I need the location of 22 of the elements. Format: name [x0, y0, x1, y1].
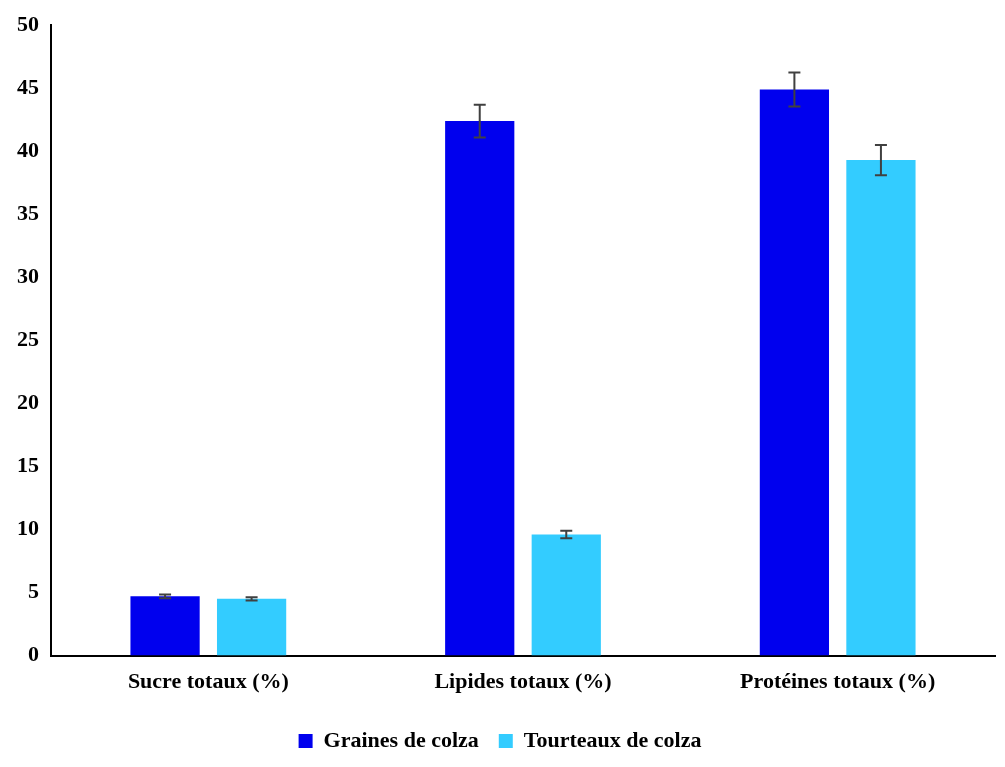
y-tick-label: 35 — [17, 200, 39, 226]
y-tick-label: 45 — [17, 73, 39, 99]
y-tick-label: 5 — [28, 578, 39, 604]
bar — [759, 89, 830, 656]
legend-label: Tourteaux de colza — [523, 726, 702, 752]
y-tick-label: 25 — [17, 326, 39, 352]
y-tick-label: 40 — [17, 136, 39, 162]
y-tick-label: 50 — [17, 10, 39, 36]
x-tick-label: Lipides totaux (%) — [434, 668, 612, 694]
legend-label: Graines de colza — [323, 726, 479, 752]
x-tick-label: Sucre totaux (%) — [127, 668, 289, 694]
y-tick-label: 10 — [17, 515, 39, 541]
x-tick-label: Protéines totaux (%) — [740, 668, 936, 694]
bar — [445, 121, 515, 656]
y-tick-label: 20 — [17, 389, 39, 415]
bar — [846, 160, 916, 656]
y-tick-label: 0 — [28, 641, 39, 667]
bar — [216, 598, 287, 656]
y-tick-label: 30 — [17, 263, 39, 289]
bar — [130, 596, 200, 656]
y-tick-label: 15 — [17, 452, 39, 478]
bar — [531, 534, 601, 656]
